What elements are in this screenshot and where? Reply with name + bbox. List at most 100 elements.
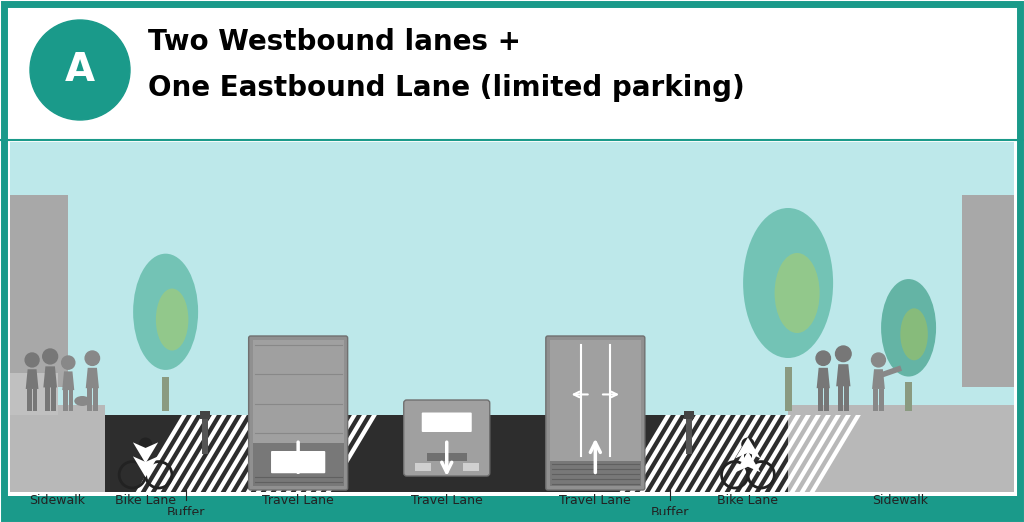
FancyBboxPatch shape [249,336,347,490]
Bar [105,415,185,492]
Polygon shape [630,415,681,492]
Circle shape [85,351,99,365]
Bar [818,388,822,411]
Polygon shape [810,415,861,492]
Ellipse shape [900,309,928,360]
Bar [788,405,1014,492]
Polygon shape [286,415,337,492]
Bar [962,195,1014,387]
Bar [463,463,479,471]
Polygon shape [760,415,811,492]
Polygon shape [640,415,691,492]
Bar [141,450,150,468]
FancyBboxPatch shape [271,451,326,473]
Text: Sidewalk: Sidewalk [872,494,929,507]
Polygon shape [256,415,307,492]
Bar [202,411,208,454]
Polygon shape [315,415,367,492]
Circle shape [61,356,75,369]
Bar [823,388,828,411]
Bar [743,450,753,468]
Bar [708,415,788,492]
Polygon shape [710,415,761,492]
Polygon shape [166,415,217,492]
Polygon shape [800,415,851,492]
Polygon shape [236,415,287,492]
Bar [686,411,691,454]
Bar [69,390,73,411]
Circle shape [139,438,152,450]
Polygon shape [790,415,841,492]
Polygon shape [176,415,227,492]
Bar [224,415,373,492]
Bar [415,463,431,471]
Circle shape [816,351,830,365]
Polygon shape [296,415,347,492]
Bar [93,388,97,411]
Polygon shape [206,415,257,492]
Circle shape [30,20,130,120]
Polygon shape [730,415,781,492]
Bar [670,415,708,492]
Bar [684,411,693,419]
Polygon shape [216,415,267,492]
Polygon shape [739,415,791,492]
Bar [873,389,878,411]
Text: Two Westbound lanes +: Two Westbound lanes + [148,28,521,56]
Polygon shape [265,415,316,492]
Text: A: A [65,51,95,89]
Bar [253,441,344,486]
Polygon shape [326,415,377,492]
Ellipse shape [133,254,198,370]
FancyBboxPatch shape [403,400,489,476]
Bar [844,386,849,411]
Polygon shape [720,415,771,492]
Polygon shape [620,415,671,492]
Polygon shape [872,369,885,389]
Bar [10,405,105,492]
FancyBboxPatch shape [546,336,645,490]
Polygon shape [136,415,187,492]
Polygon shape [62,371,75,390]
Polygon shape [185,415,237,492]
Polygon shape [133,442,158,464]
Bar [879,389,884,411]
Polygon shape [779,415,830,492]
Polygon shape [225,415,276,492]
Bar [427,453,467,461]
Bar [10,142,1014,492]
Polygon shape [837,364,851,386]
Bar [50,387,55,411]
Polygon shape [817,368,829,388]
Bar [27,389,32,411]
Polygon shape [246,415,297,492]
Bar [521,415,670,492]
Text: Buffer: Buffer [167,506,205,519]
Bar [905,383,912,411]
Polygon shape [659,415,711,492]
Bar [33,389,37,411]
Polygon shape [770,415,821,492]
Polygon shape [306,415,357,492]
Polygon shape [689,415,740,492]
Polygon shape [735,437,761,458]
Text: One Eastbound Lane (limited parking): One Eastbound Lane (limited parking) [148,74,744,102]
Bar [185,415,224,492]
Ellipse shape [156,289,188,351]
Bar [253,340,344,443]
Ellipse shape [743,208,834,358]
Polygon shape [43,366,57,387]
Bar [162,377,169,411]
FancyBboxPatch shape [422,412,472,432]
Polygon shape [699,415,751,492]
Text: Sidewalk: Sidewalk [30,494,85,507]
Bar [784,367,792,411]
Polygon shape [196,415,247,492]
Circle shape [742,438,754,450]
Bar [200,411,210,419]
Polygon shape [649,415,700,492]
Bar [550,340,641,461]
Text: Travel Lane: Travel Lane [559,494,631,507]
Polygon shape [680,415,731,492]
Text: Bike Lane: Bike Lane [718,494,778,507]
